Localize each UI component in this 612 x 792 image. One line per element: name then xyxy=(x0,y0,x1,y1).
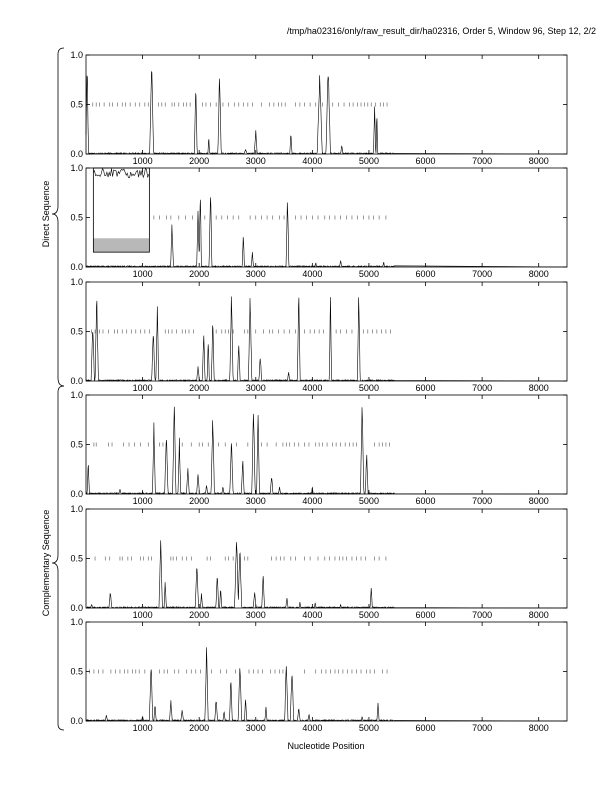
x-tick-label: 1000 xyxy=(133,383,153,393)
x-tick-label: 6000 xyxy=(416,269,436,279)
x-tick-label: 8000 xyxy=(529,156,549,166)
x-tick-label: 7000 xyxy=(472,156,492,166)
highlight-region xyxy=(92,167,150,253)
probability-trace xyxy=(85,647,568,722)
x-tick-label: 3000 xyxy=(246,496,266,506)
x-tick-label: 6000 xyxy=(416,723,436,733)
x-tick-label: 7000 xyxy=(472,723,492,733)
y-tick-label: 1.0 xyxy=(70,163,83,173)
panel-frame xyxy=(85,394,568,495)
direct-sequence-label: Direct Sequence xyxy=(41,181,51,248)
x-tick-label: 3000 xyxy=(246,156,266,166)
y-tick-label: 0.0 xyxy=(70,262,83,272)
x-tick-label: 7000 xyxy=(472,383,492,393)
y-tick-label: 0.5 xyxy=(70,440,83,450)
x-tick-label: 1000 xyxy=(133,723,153,733)
panel-5: 0.0 0.5 1.0 1000 2000 3000 4000 5000 6000 7000 800… xyxy=(70,504,568,620)
figure-title: /tmp/ha02316/only/raw_result_dir/ha02316… xyxy=(287,26,596,36)
y-tick-label: 0.0 xyxy=(70,603,83,613)
panel-1: 0.0 0.5 1.0 1000 2000 3000 4000 5000 6000 7000 800… xyxy=(70,50,568,166)
x-tick-label: 1000 xyxy=(133,156,153,166)
y-tick-label: 0.0 xyxy=(70,716,83,726)
highlight-trace xyxy=(93,167,150,179)
x-tick-label: 2000 xyxy=(189,496,209,506)
panel-4: 0.0 0.5 1.0 1000 2000 3000 4000 5000 6000 7000 800… xyxy=(70,390,568,506)
y-tick-label: 1.0 xyxy=(70,504,83,514)
panel-2: 0.0 0.5 1.0 1000 2000 3000 4000 5000 6000 7000 800… xyxy=(70,163,568,279)
direct-brace xyxy=(51,47,65,387)
probability-trace xyxy=(86,406,568,495)
probability-trace xyxy=(85,540,568,609)
x-tick-label: 7000 xyxy=(472,610,492,620)
x-tick-label: 3000 xyxy=(246,723,266,733)
x-tick-label: 4000 xyxy=(302,269,322,279)
highlight-band xyxy=(93,238,150,253)
x-tick-label: 8000 xyxy=(529,496,549,506)
panel-frame xyxy=(85,167,568,268)
x-tick-label: 2000 xyxy=(189,156,209,166)
y-tick-label: 0.0 xyxy=(70,489,83,499)
panel-6: 0.0 0.5 1.0 1000 2000 3000 4000 5000 6000 7000 800… xyxy=(70,617,568,733)
x-tick-label: 3000 xyxy=(246,383,266,393)
x-tick-label: 5000 xyxy=(359,496,379,506)
x-tick-label: 4000 xyxy=(302,496,322,506)
x-tick-label: 5000 xyxy=(359,723,379,733)
x-tick-label: 1000 xyxy=(133,496,153,506)
complementary-brace xyxy=(51,385,65,731)
x-tick-label: 2000 xyxy=(189,723,209,733)
x-tick-label: 8000 xyxy=(529,269,549,279)
y-tick-label: 0.0 xyxy=(70,376,83,386)
panel-3: 0.0 0.5 1.0 1000 2000 3000 4000 5000 6000 7000 800… xyxy=(70,277,568,393)
x-tick-label: 4000 xyxy=(302,610,322,620)
y-tick-label: 1.0 xyxy=(70,50,83,60)
probability-trace xyxy=(85,197,568,269)
x-tick-label: 5000 xyxy=(359,610,379,620)
panel-frame xyxy=(85,621,568,722)
y-tick-label: 1.0 xyxy=(70,390,83,400)
y-tick-label: 0.0 xyxy=(70,149,83,159)
panel-frame xyxy=(85,508,568,609)
x-tick-label: 5000 xyxy=(359,156,379,166)
x-tick-label: 6000 xyxy=(416,610,436,620)
x-tick-label: 4000 xyxy=(302,723,322,733)
x-tick-label: 4000 xyxy=(302,156,322,166)
x-tick-label: 3000 xyxy=(246,610,266,620)
x-tick-label: 5000 xyxy=(359,383,379,393)
probability-trace xyxy=(85,70,568,155)
x-tick-label: 8000 xyxy=(529,723,549,733)
y-tick-label: 0.5 xyxy=(70,554,83,564)
y-tick-label: 0.5 xyxy=(70,667,83,677)
y-tick-label: 0.5 xyxy=(70,213,83,223)
x-tick-label: 6000 xyxy=(416,496,436,506)
x-tick-label: 4000 xyxy=(302,383,322,393)
x-tick-label: 1000 xyxy=(133,269,153,279)
y-tick-label: 0.5 xyxy=(70,100,83,110)
x-tick-label: 8000 xyxy=(529,383,549,393)
probability-trace xyxy=(85,296,568,382)
x-axis-title: Nucleotide Position xyxy=(287,741,364,751)
x-tick-label: 2000 xyxy=(189,269,209,279)
complementary-sequence-label: Complementary Sequence xyxy=(41,510,51,617)
y-tick-label: 0.5 xyxy=(70,327,83,337)
x-tick-label: 2000 xyxy=(189,383,209,393)
x-tick-label: 7000 xyxy=(472,496,492,506)
x-tick-label: 6000 xyxy=(416,383,436,393)
x-tick-label: 6000 xyxy=(416,156,436,166)
y-tick-label: 1.0 xyxy=(70,277,83,287)
x-tick-label: 5000 xyxy=(359,269,379,279)
x-tick-label: 2000 xyxy=(189,610,209,620)
y-tick-label: 1.0 xyxy=(70,617,83,627)
x-tick-label: 3000 xyxy=(246,269,266,279)
x-tick-label: 8000 xyxy=(529,610,549,620)
panels: 0.0 0.5 1.0 1000 2000 3000 4000 5000 6000 7000 800… xyxy=(70,50,568,733)
x-tick-label: 1000 xyxy=(133,610,153,620)
x-tick-label: 7000 xyxy=(472,269,492,279)
